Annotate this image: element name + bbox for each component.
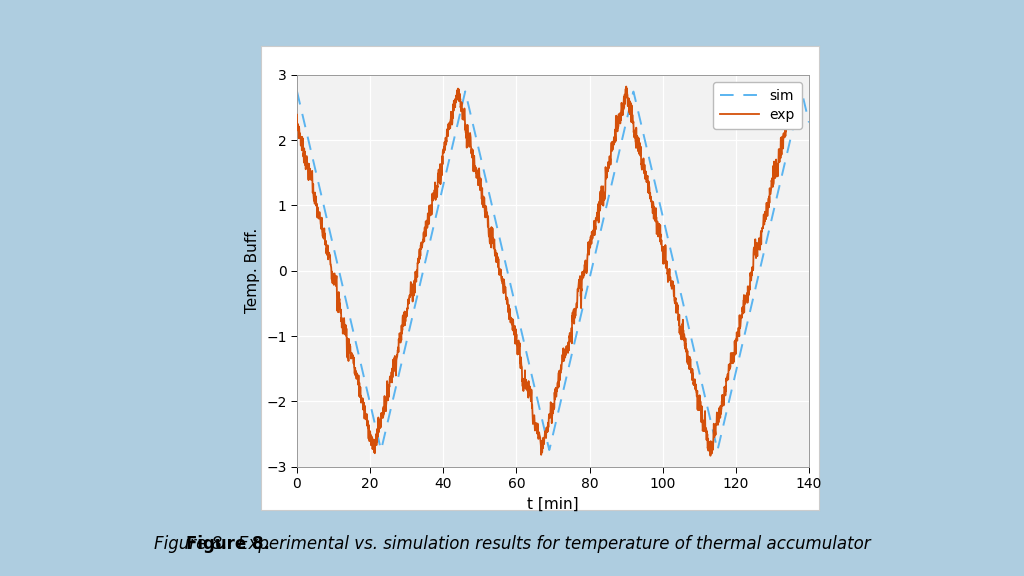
exp <box>791 81 803 88</box>
sim <box>540 433 552 439</box>
sim <box>788 119 801 126</box>
exp <box>470 165 482 172</box>
sim <box>787 120 800 127</box>
exp <box>669 297 681 304</box>
exp <box>623 101 635 108</box>
sim <box>694 373 707 380</box>
exp <box>434 176 446 183</box>
Text: Figure 8.: Figure 8. <box>186 535 270 554</box>
Legend: sim, exp: sim, exp <box>713 82 802 129</box>
Text: Figure 8.  Experimental vs. simulation results for temperature of thermal accumu: Figure 8. Experimental vs. simulation re… <box>154 535 870 554</box>
sim <box>803 119 815 126</box>
exp <box>705 452 717 459</box>
exp <box>492 259 504 266</box>
sim <box>526 374 539 381</box>
Y-axis label: Temp. Buff.: Temp. Buff. <box>246 228 260 313</box>
exp <box>466 145 478 152</box>
sim <box>291 88 303 94</box>
Line: sim: sim <box>297 91 809 450</box>
exp <box>291 111 303 118</box>
Line: exp: exp <box>297 84 802 456</box>
sim <box>712 447 724 454</box>
X-axis label: t [min]: t [min] <box>527 497 579 511</box>
exp <box>796 122 808 129</box>
sim <box>317 199 330 206</box>
